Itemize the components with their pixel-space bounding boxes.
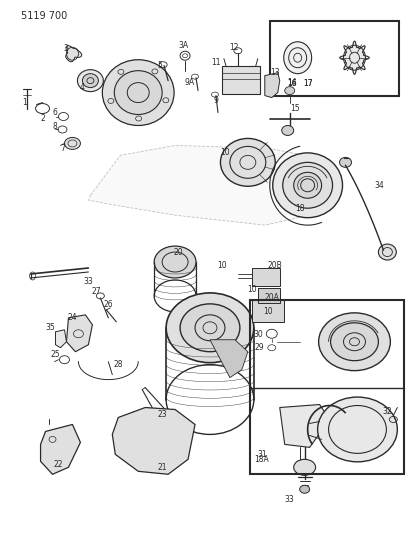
Text: 13: 13 xyxy=(270,68,279,77)
Bar xyxy=(250,300,404,474)
Text: 11: 11 xyxy=(211,58,221,67)
Text: 26: 26 xyxy=(104,301,113,309)
Text: 10: 10 xyxy=(217,261,227,270)
Text: 31: 31 xyxy=(257,450,266,459)
Ellipse shape xyxy=(294,459,316,475)
Ellipse shape xyxy=(114,71,162,115)
Text: 17: 17 xyxy=(303,79,313,88)
Text: 4: 4 xyxy=(80,83,85,92)
Text: 15: 15 xyxy=(290,104,299,113)
Text: 3: 3 xyxy=(63,44,68,53)
Ellipse shape xyxy=(294,172,322,198)
Polygon shape xyxy=(66,46,82,62)
Text: 10: 10 xyxy=(220,148,230,157)
Ellipse shape xyxy=(282,125,294,135)
Ellipse shape xyxy=(378,244,396,260)
Text: 28: 28 xyxy=(113,360,123,369)
Ellipse shape xyxy=(299,485,310,493)
Polygon shape xyxy=(55,330,67,348)
Text: 24: 24 xyxy=(68,313,77,322)
Text: 14: 14 xyxy=(287,78,297,87)
Text: 22: 22 xyxy=(54,460,63,469)
Text: 27: 27 xyxy=(91,287,101,296)
Text: 2: 2 xyxy=(40,114,45,123)
Polygon shape xyxy=(280,405,330,447)
Ellipse shape xyxy=(78,70,103,92)
Ellipse shape xyxy=(102,60,174,125)
Polygon shape xyxy=(89,146,335,225)
Polygon shape xyxy=(40,424,80,474)
Text: 30: 30 xyxy=(253,330,263,340)
Text: 3A: 3A xyxy=(178,41,188,50)
Text: 20A: 20A xyxy=(264,293,279,302)
Text: 18A: 18A xyxy=(255,455,269,464)
Text: 1: 1 xyxy=(22,98,27,107)
Text: 9A: 9A xyxy=(185,78,195,87)
Text: 10: 10 xyxy=(263,308,273,317)
Text: 5119 700: 5119 700 xyxy=(21,11,67,21)
Text: 25: 25 xyxy=(51,350,60,359)
Text: 20: 20 xyxy=(173,247,183,256)
Text: 7: 7 xyxy=(60,144,65,153)
Polygon shape xyxy=(112,408,195,474)
Text: 18: 18 xyxy=(295,204,304,213)
Text: 6: 6 xyxy=(52,108,57,117)
Ellipse shape xyxy=(319,313,390,370)
Text: 34: 34 xyxy=(375,181,384,190)
Text: 33: 33 xyxy=(285,495,295,504)
Polygon shape xyxy=(210,340,248,377)
Polygon shape xyxy=(340,41,369,74)
Ellipse shape xyxy=(154,246,196,278)
Text: 17: 17 xyxy=(303,79,313,88)
Text: 21: 21 xyxy=(157,463,167,472)
Text: 29: 29 xyxy=(255,343,265,352)
Text: 5: 5 xyxy=(158,61,162,70)
Ellipse shape xyxy=(317,397,397,462)
Text: 33: 33 xyxy=(84,278,93,286)
Text: 10: 10 xyxy=(247,285,257,294)
Text: 16: 16 xyxy=(287,79,297,88)
Bar xyxy=(258,288,280,303)
Text: 20B: 20B xyxy=(267,261,282,270)
Ellipse shape xyxy=(82,74,98,87)
Ellipse shape xyxy=(273,153,343,217)
Text: 8: 8 xyxy=(52,122,57,131)
Ellipse shape xyxy=(284,42,312,74)
Ellipse shape xyxy=(220,139,275,186)
Ellipse shape xyxy=(283,163,333,208)
Ellipse shape xyxy=(180,304,240,352)
Polygon shape xyxy=(67,315,92,352)
Ellipse shape xyxy=(64,138,80,149)
Bar xyxy=(252,268,280,286)
Bar xyxy=(252,300,284,322)
Ellipse shape xyxy=(166,293,254,362)
Text: 9: 9 xyxy=(213,96,218,105)
Text: 23: 23 xyxy=(157,410,167,419)
Polygon shape xyxy=(265,72,280,98)
Ellipse shape xyxy=(285,87,295,94)
Ellipse shape xyxy=(339,157,352,167)
Text: 16: 16 xyxy=(287,79,297,88)
Bar xyxy=(270,21,399,95)
Text: 35: 35 xyxy=(46,324,55,332)
Bar xyxy=(222,66,260,94)
Polygon shape xyxy=(115,67,167,116)
Text: 32: 32 xyxy=(383,407,392,416)
Ellipse shape xyxy=(330,323,378,361)
Text: 12: 12 xyxy=(229,43,239,52)
